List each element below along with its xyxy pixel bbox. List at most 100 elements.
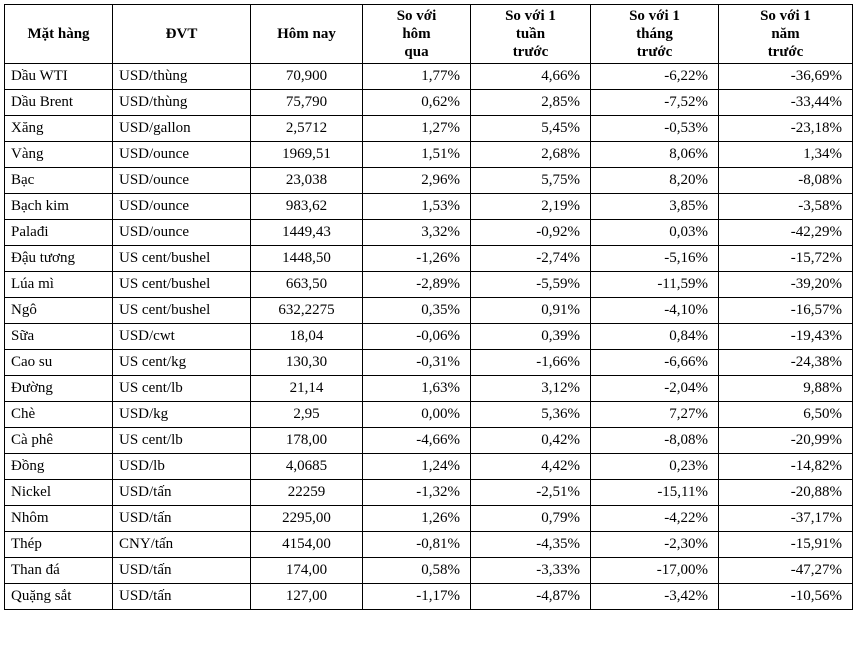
cell-vs-year: -37,17%: [719, 506, 853, 532]
cell-vs-week: 4,66%: [471, 64, 591, 90]
cell-vs-month: 0,23%: [591, 454, 719, 480]
cell-vs-year: 9,88%: [719, 376, 853, 402]
cell-vs-year: -24,38%: [719, 350, 853, 376]
cell-vs-week: -2,51%: [471, 480, 591, 506]
cell-vs-week: 0,79%: [471, 506, 591, 532]
cell-vs-week: 2,68%: [471, 142, 591, 168]
table-row: BạcUSD/ounce23,0382,96%5,75%8,20%-8,08%: [5, 168, 853, 194]
cell-item: Bạc: [5, 168, 113, 194]
cell-item: Ngô: [5, 298, 113, 324]
cell-today: 2,95: [251, 402, 363, 428]
cell-vs-year: -39,20%: [719, 272, 853, 298]
cell-item: Đậu tương: [5, 246, 113, 272]
cell-vs-yesterday: -1,32%: [363, 480, 471, 506]
cell-unit: USD/tấn: [113, 480, 251, 506]
cell-today: 1449,43: [251, 220, 363, 246]
cell-today: 75,790: [251, 90, 363, 116]
cell-vs-year: -15,72%: [719, 246, 853, 272]
cell-vs-month: -0,53%: [591, 116, 719, 142]
table-row: Lúa mìUS cent/bushel663,50-2,89%-5,59%-1…: [5, 272, 853, 298]
cell-today: 130,30: [251, 350, 363, 376]
cell-today: 21,14: [251, 376, 363, 402]
cell-vs-month: -2,04%: [591, 376, 719, 402]
cell-vs-yesterday: -2,89%: [363, 272, 471, 298]
cell-vs-month: -15,11%: [591, 480, 719, 506]
cell-vs-week: -4,87%: [471, 584, 591, 610]
cell-vs-yesterday: 0,62%: [363, 90, 471, 116]
cell-vs-yesterday: 1,77%: [363, 64, 471, 90]
cell-item: Đường: [5, 376, 113, 402]
cell-item: Chè: [5, 402, 113, 428]
cell-vs-month: 0,03%: [591, 220, 719, 246]
table-row: Than đáUSD/tấn174,000,58%-3,33%-17,00%-4…: [5, 558, 853, 584]
cell-unit: USD/ounce: [113, 168, 251, 194]
cell-item: Xăng: [5, 116, 113, 142]
cell-vs-yesterday: -0,81%: [363, 532, 471, 558]
cell-vs-month: -4,22%: [591, 506, 719, 532]
cell-vs-year: -47,27%: [719, 558, 853, 584]
cell-vs-yesterday: 1,24%: [363, 454, 471, 480]
cell-unit: USD/thùng: [113, 64, 251, 90]
cell-unit: USD/lb: [113, 454, 251, 480]
cell-item: Quặng sắt: [5, 584, 113, 610]
cell-unit: USD/ounce: [113, 220, 251, 246]
col-week: So với 1 tuần trước: [471, 5, 591, 64]
col-month: So với 1 tháng trước: [591, 5, 719, 64]
cell-vs-yesterday: 1,63%: [363, 376, 471, 402]
cell-vs-year: -20,88%: [719, 480, 853, 506]
cell-today: 70,900: [251, 64, 363, 90]
cell-unit: USD/ounce: [113, 142, 251, 168]
cell-vs-yesterday: 0,35%: [363, 298, 471, 324]
col-year: So với 1 năm trước: [719, 5, 853, 64]
commodity-table: Mặt hàng ĐVT Hôm nay So với hôm qua So v…: [4, 4, 853, 610]
cell-item: Dầu Brent: [5, 90, 113, 116]
cell-vs-week: 5,36%: [471, 402, 591, 428]
cell-unit: US cent/lb: [113, 376, 251, 402]
cell-today: 632,2275: [251, 298, 363, 324]
cell-vs-month: -17,00%: [591, 558, 719, 584]
cell-item: Sữa: [5, 324, 113, 350]
cell-vs-week: -4,35%: [471, 532, 591, 558]
cell-item: Đồng: [5, 454, 113, 480]
table-row: ChèUSD/kg2,950,00%5,36%7,27%6,50%: [5, 402, 853, 428]
cell-vs-yesterday: 0,00%: [363, 402, 471, 428]
cell-vs-week: 2,19%: [471, 194, 591, 220]
cell-vs-month: -3,42%: [591, 584, 719, 610]
cell-vs-month: 0,84%: [591, 324, 719, 350]
cell-item: Nickel: [5, 480, 113, 506]
cell-today: 178,00: [251, 428, 363, 454]
table-row: NhômUSD/tấn2295,001,26%0,79%-4,22%-37,17…: [5, 506, 853, 532]
cell-vs-week: 0,91%: [471, 298, 591, 324]
table-row: Đậu tươngUS cent/bushel1448,50-1,26%-2,7…: [5, 246, 853, 272]
cell-item: Cao su: [5, 350, 113, 376]
col-item: Mặt hàng: [5, 5, 113, 64]
cell-vs-year: 6,50%: [719, 402, 853, 428]
table-row: ĐườngUS cent/lb21,141,63%3,12%-2,04%9,88…: [5, 376, 853, 402]
cell-vs-yesterday: -1,26%: [363, 246, 471, 272]
cell-vs-month: -2,30%: [591, 532, 719, 558]
cell-vs-yesterday: -0,06%: [363, 324, 471, 350]
table-row: ĐồngUSD/lb4,06851,24%4,42%0,23%-14,82%: [5, 454, 853, 480]
cell-vs-year: -10,56%: [719, 584, 853, 610]
cell-vs-week: 5,45%: [471, 116, 591, 142]
cell-vs-month: -6,22%: [591, 64, 719, 90]
table-row: Bạch kimUSD/ounce983,621,53%2,19%3,85%-3…: [5, 194, 853, 220]
cell-vs-yesterday: -1,17%: [363, 584, 471, 610]
cell-item: Dầu WTI: [5, 64, 113, 90]
cell-vs-year: -36,69%: [719, 64, 853, 90]
cell-today: 23,038: [251, 168, 363, 194]
table-row: Cao suUS cent/kg130,30-0,31%-1,66%-6,66%…: [5, 350, 853, 376]
cell-vs-week: -5,59%: [471, 272, 591, 298]
cell-item: Bạch kim: [5, 194, 113, 220]
cell-unit: USD/cwt: [113, 324, 251, 350]
cell-unit: USD/gallon: [113, 116, 251, 142]
cell-vs-year: -3,58%: [719, 194, 853, 220]
cell-item: Vàng: [5, 142, 113, 168]
cell-item: Thép: [5, 532, 113, 558]
cell-today: 1969,51: [251, 142, 363, 168]
col-yesterday: So với hôm qua: [363, 5, 471, 64]
cell-vs-week: 5,75%: [471, 168, 591, 194]
cell-vs-yesterday: 1,53%: [363, 194, 471, 220]
cell-unit: USD/ounce: [113, 194, 251, 220]
cell-vs-year: -20,99%: [719, 428, 853, 454]
